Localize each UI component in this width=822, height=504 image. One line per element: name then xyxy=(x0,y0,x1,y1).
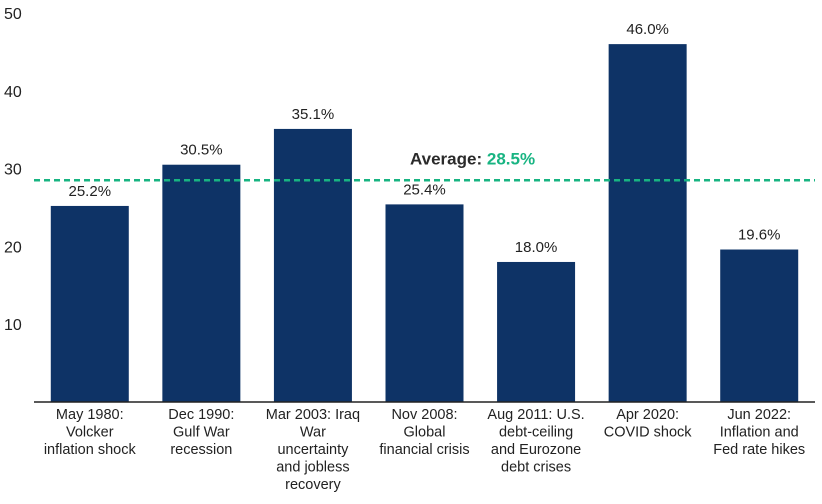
x-category-label-line: Gulf War xyxy=(173,425,230,441)
average-label-prefix: Average: xyxy=(410,149,487,168)
x-category-label-line: War xyxy=(300,425,326,441)
average-label-value: 28.5% xyxy=(487,149,535,168)
bar-value-label: 30.5% xyxy=(180,142,223,159)
bar xyxy=(608,44,687,403)
x-category-label-line: Inflation and xyxy=(720,425,799,441)
bar xyxy=(50,205,129,402)
x-category-label-line: Dec 1990: xyxy=(168,407,234,423)
x-category-label-line: Apr 2020: xyxy=(616,407,679,423)
bars-group xyxy=(50,44,799,403)
y-tick-label: 20 xyxy=(4,239,22,256)
x-category-label: Dec 1990: Gulf War recession xyxy=(168,407,234,458)
x-category-label-line: Mar 2003: Iraq xyxy=(266,407,360,423)
y-axis-ticks: 10 20 30 40 50 xyxy=(4,6,22,334)
bar-value-label: 35.1% xyxy=(292,106,335,123)
x-category-label: Apr 2020: COVID shock xyxy=(604,407,693,441)
x-category-label-line: May 1980: xyxy=(56,407,124,423)
x-category-label: Jun 2022: Inflation and Fed rate hikes xyxy=(713,407,805,458)
y-tick-label: 40 xyxy=(4,84,22,101)
bar xyxy=(273,128,352,402)
x-category-label-line: Jun 2022: xyxy=(727,407,791,423)
y-tick-label: 10 xyxy=(4,317,22,334)
x-category-label-line: and jobless xyxy=(276,460,349,476)
value-labels-group: 25.2% 30.5% 35.1% 25.4% 18.0% 46.0% 19.6% xyxy=(69,21,781,256)
bar xyxy=(497,261,576,402)
x-category-label-line: inflation shock xyxy=(44,442,137,458)
x-category-label-line: recession xyxy=(170,442,232,458)
x-category-label-line: COVID shock xyxy=(604,425,693,441)
x-category-label-line: Fed rate hikes xyxy=(713,442,805,458)
x-category-label: Nov 2008: Global financial crisis xyxy=(379,407,469,458)
x-category-label: May 1980: Volcker inflation shock xyxy=(44,407,137,458)
x-category-label-line: recovery xyxy=(285,477,341,493)
y-tick-label: 30 xyxy=(4,162,22,179)
category-labels-group: May 1980: Volcker inflation shock Dec 1990:… xyxy=(44,407,805,493)
x-category-label-line: uncertainty xyxy=(277,442,349,458)
x-category-label-line: Aug 2011: U.S. xyxy=(487,407,584,423)
bar-value-label: 25.4% xyxy=(403,181,446,198)
x-category-label-line: Nov 2008: xyxy=(391,407,457,423)
x-category-label-line: financial crisis xyxy=(379,442,469,458)
x-category-label-line: Global xyxy=(404,425,446,441)
x-category-label: Mar 2003: Iraq War uncertainty and jobless r… xyxy=(266,407,360,493)
bar-value-label: 18.0% xyxy=(515,239,558,256)
average-label: Average: 28.5% xyxy=(410,149,535,168)
bar-value-label: 46.0% xyxy=(626,21,669,38)
bar xyxy=(720,249,799,402)
x-category-label: Aug 2011: U.S. debt-ceiling and Eurozone de… xyxy=(487,407,584,476)
y-tick-label: 50 xyxy=(4,6,22,23)
bar xyxy=(385,204,464,402)
x-category-label-line: debt crises xyxy=(501,460,571,476)
bar-value-label: 19.6% xyxy=(738,227,781,244)
bar-value-label: 25.2% xyxy=(69,183,112,200)
x-category-label-line: debt-ceiling xyxy=(499,425,573,441)
x-category-label-line: Volcker xyxy=(66,425,114,441)
x-category-label-line: and Eurozone xyxy=(491,442,581,458)
bar xyxy=(162,164,241,402)
